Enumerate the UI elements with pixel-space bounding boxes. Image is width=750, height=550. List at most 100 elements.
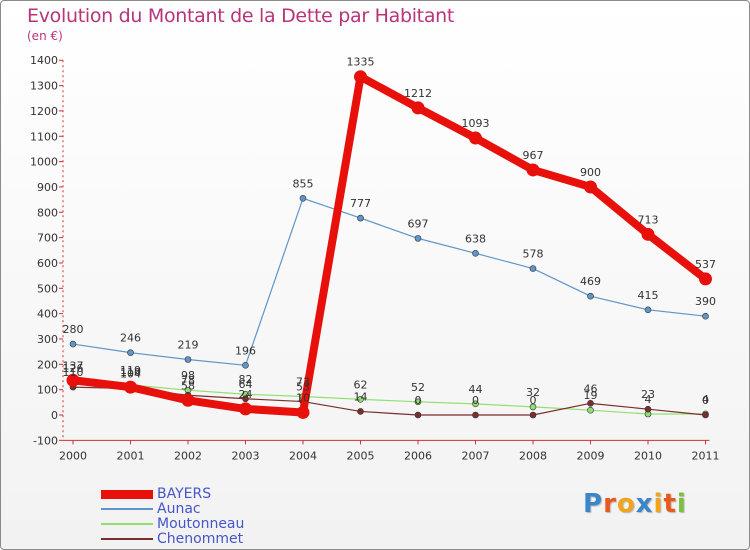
y-tick-label: 300 (37, 333, 58, 346)
data-point-moutonneau (414, 398, 422, 406)
data-label-moutonneau: 82 (239, 373, 253, 386)
y-tick-label: 1400 (30, 54, 58, 67)
legend-item-chenommet[interactable]: Chenommet (101, 532, 243, 546)
data-label-moutonneau: 62 (354, 378, 368, 391)
data-label-moutonneau: 73 (296, 376, 310, 389)
data-point-bayers (66, 373, 80, 387)
x-tick-label: 2010 (634, 449, 662, 462)
data-label-bayers: 713 (638, 213, 659, 226)
x-tick-label: 2007 (462, 449, 490, 462)
y-tick-label: 800 (37, 206, 58, 219)
data-label-bayers: 10 (296, 391, 310, 404)
data-point-chenommet (472, 411, 479, 419)
legend-label-aunac: Aunac (157, 501, 201, 517)
data-label-aunac: 246 (120, 332, 141, 345)
x-tick-label: 2009 (577, 449, 605, 462)
series-line-bayers (69, 72, 710, 417)
data-label-aunac: 415 (638, 289, 659, 302)
data-label-aunac: 196 (235, 344, 256, 357)
data-point-chenommet (644, 405, 652, 413)
data-point-aunac (127, 349, 134, 356)
x-tick-label: 2011 (692, 449, 720, 462)
proxiti-logo: Proxiti (583, 489, 687, 519)
data-point-aunac (644, 306, 652, 314)
data-label-moutonneau: 19 (584, 389, 598, 402)
data-point-chenommet (529, 411, 537, 419)
data-label-moutonneau: 32 (526, 386, 540, 399)
legend-label-chenommet: Chenommet (157, 531, 244, 547)
data-label-chenommet: 78 (181, 374, 195, 387)
data-label-chenommet: 104 (120, 368, 141, 381)
legend-item-bayers[interactable]: BAYERS (101, 487, 211, 501)
y-tick-label: 600 (37, 257, 58, 270)
y-tick-label: 400 (37, 308, 58, 321)
data-point-aunac (472, 250, 479, 257)
data-label-chenommet: 46 (584, 382, 598, 395)
data-point-moutonneau (472, 400, 479, 408)
series-line-moutonneau (72, 382, 707, 415)
data-label-chenommet: 0 (702, 394, 709, 407)
legend-label-moutonneau: Moutonneau (157, 516, 245, 532)
y-tick-label: 500 (37, 282, 58, 295)
logo-letter: i (676, 489, 687, 519)
data-label-bayers: 58 (181, 379, 195, 392)
data-label-bayers: 1093 (462, 117, 490, 130)
legend-swatch-aunac (101, 508, 153, 510)
data-point-bayers (181, 393, 195, 407)
data-label-aunac: 638 (465, 232, 486, 245)
y-tick-label: 1300 (30, 80, 58, 93)
logo-letter: t (663, 489, 677, 519)
series-line-aunac (72, 197, 707, 366)
data-point-bayers (354, 70, 367, 84)
x-tick-label: 2000 (59, 449, 87, 462)
legend-item-aunac[interactable]: Aunac (101, 502, 201, 516)
data-point-aunac (414, 235, 422, 242)
data-point-aunac (242, 362, 249, 369)
data-label-bayers: 967 (523, 149, 544, 162)
data-label-bayers: 1212 (404, 87, 432, 100)
data-label-bayers: 537 (695, 258, 716, 271)
data-label-bayers: 110 (120, 366, 141, 379)
data-label-moutonneau: 4 (645, 393, 652, 406)
legend-swatch-chenommet (101, 538, 153, 540)
logo-letter: o (616, 489, 636, 519)
data-label-chenommet: 0 (415, 394, 422, 407)
x-tick-label: 2003 (232, 449, 260, 462)
data-point-chenommet (357, 408, 364, 415)
x-tick-label: 2004 (289, 449, 317, 462)
data-label-aunac: 777 (350, 197, 371, 210)
y-tick-label: 0 (51, 409, 58, 422)
chart-subtitle: (en €) (27, 29, 63, 43)
data-point-bayers (641, 227, 655, 241)
data-point-bayers (124, 380, 137, 394)
data-label-aunac: 697 (408, 217, 429, 230)
data-label-moutonneau: 44 (469, 383, 483, 396)
data-label-chenommet: 0 (472, 394, 479, 407)
legend-label-bayers: BAYERS (157, 486, 212, 502)
data-label-aunac: 578 (523, 248, 544, 261)
chart-title: Evolution du Montant de la Dette par Hab… (27, 5, 455, 27)
x-tick-label: 2001 (117, 449, 145, 462)
data-point-bayers (584, 180, 597, 194)
y-tick-label: 1200 (30, 105, 58, 118)
data-label-moutonneau: 119 (120, 364, 141, 377)
x-tick-label: 2002 (174, 449, 202, 462)
data-label-aunac: 390 (695, 295, 716, 308)
data-label-chenommet: 14 (354, 390, 368, 403)
data-point-chenommet (414, 411, 422, 419)
data-label-chenommet: 64 (239, 378, 253, 391)
logo-letter: x (635, 489, 654, 519)
legend-item-moutonneau[interactable]: Moutonneau (101, 517, 244, 531)
data-label-chenommet: 0 (530, 394, 537, 407)
x-tick-label: 2008 (519, 449, 547, 462)
data-point-aunac (587, 292, 594, 300)
data-point-bayers (239, 402, 252, 416)
x-tick-label: 2005 (347, 449, 375, 462)
data-point-bayers (296, 405, 310, 419)
data-label-chenommet: 53 (296, 381, 310, 394)
data-point-aunac (529, 265, 537, 272)
x-tick-label: 2006 (404, 449, 432, 462)
data-point-aunac (69, 340, 77, 348)
